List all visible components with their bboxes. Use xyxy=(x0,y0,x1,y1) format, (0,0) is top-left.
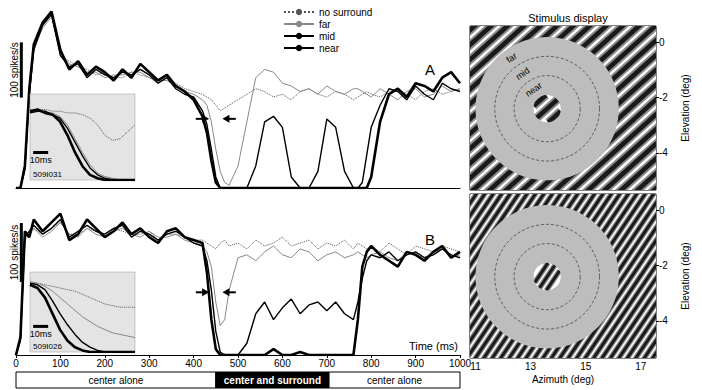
svg-text:900: 900 xyxy=(407,358,424,369)
svg-text:Elevation (deg): Elevation (deg) xyxy=(680,74,691,141)
svg-text:10ms: 10ms xyxy=(30,155,53,165)
svg-text:far: far xyxy=(319,19,331,30)
svg-text:509I026: 509I026 xyxy=(33,342,62,351)
svg-text:far: far xyxy=(504,51,518,65)
svg-text:500: 500 xyxy=(230,358,247,369)
svg-text:-2: -2 xyxy=(659,92,668,103)
svg-text:center alone: center alone xyxy=(88,375,143,386)
svg-text:400: 400 xyxy=(185,358,202,369)
svg-text:Time (ms): Time (ms) xyxy=(409,340,458,352)
svg-text:near: near xyxy=(523,80,543,99)
svg-text:mid: mid xyxy=(514,65,532,82)
svg-text:700: 700 xyxy=(318,358,335,369)
svg-text:300: 300 xyxy=(141,358,158,369)
svg-text:509I031: 509I031 xyxy=(33,170,62,179)
svg-text:17: 17 xyxy=(635,361,647,372)
svg-text:100 spikes/s: 100 spikes/s xyxy=(9,225,20,281)
svg-text:Elevation (deg): Elevation (deg) xyxy=(680,242,691,309)
svg-text:-4: -4 xyxy=(659,315,668,326)
svg-text:Stimulus display: Stimulus display xyxy=(528,12,608,24)
svg-text:800: 800 xyxy=(363,358,380,369)
svg-text:600: 600 xyxy=(274,358,291,369)
svg-text:100 spikes/s: 100 spikes/s xyxy=(9,42,20,98)
svg-text:200: 200 xyxy=(96,358,113,369)
svg-text:Azimuth (deg): Azimuth (deg) xyxy=(532,374,594,385)
svg-text:1000: 1000 xyxy=(449,358,472,369)
svg-text:-2: -2 xyxy=(659,260,668,271)
svg-text:11: 11 xyxy=(470,361,481,372)
svg-text:0: 0 xyxy=(13,358,19,369)
svg-text:near: near xyxy=(319,43,340,54)
svg-text:mid: mid xyxy=(319,31,335,42)
svg-text:A: A xyxy=(425,61,435,78)
svg-text:15: 15 xyxy=(580,361,592,372)
svg-text:no surround: no surround xyxy=(319,7,372,18)
svg-text:B: B xyxy=(425,231,435,248)
svg-text:100: 100 xyxy=(52,358,69,369)
svg-text:13: 13 xyxy=(525,361,537,372)
svg-text:center alone: center alone xyxy=(367,375,422,386)
svg-text:center and surround: center and surround xyxy=(224,375,321,386)
svg-text:10ms: 10ms xyxy=(30,329,53,339)
svg-text:0: 0 xyxy=(659,205,665,216)
svg-text:-4: -4 xyxy=(659,147,668,158)
svg-text:0: 0 xyxy=(659,37,665,48)
